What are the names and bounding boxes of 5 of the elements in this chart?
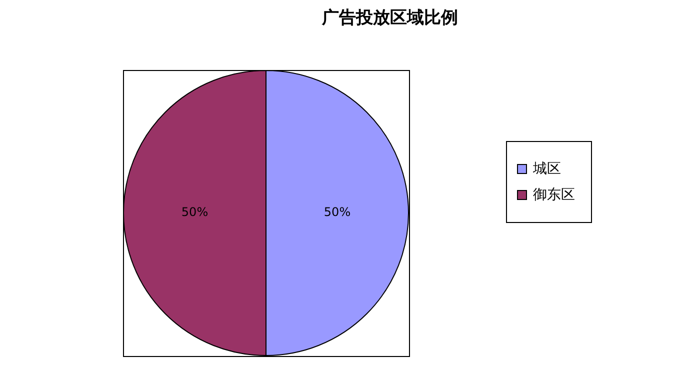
legend-label: 城区 — [533, 160, 561, 178]
legend-label: 御东区 — [533, 186, 575, 204]
chart-title: 广告投放区域比例 — [320, 7, 459, 29]
data-label: 50% — [324, 205, 351, 220]
data-label: 50% — [181, 205, 208, 220]
